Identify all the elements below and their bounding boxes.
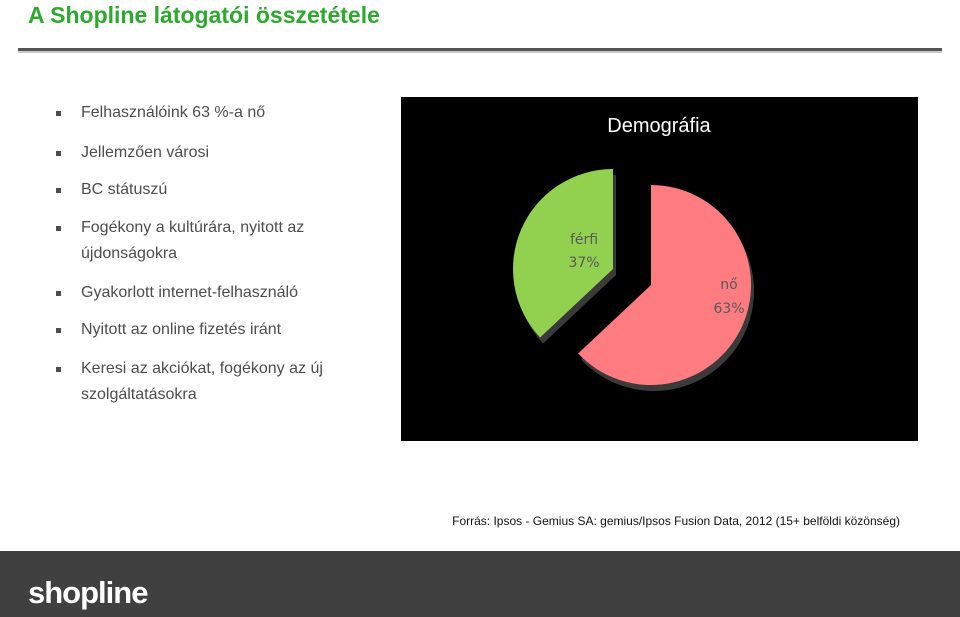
bullet-item: Jellemzően városi xyxy=(56,140,209,166)
pie-slice-ferfi xyxy=(513,169,613,338)
bullet-text: Felhasználóink 63 %-a nő xyxy=(81,104,266,121)
bullet-item: Nyitott az online fizetés iránt xyxy=(56,317,381,343)
bullet-item: Felhasználóink 63 %-a nő xyxy=(56,100,265,126)
bullet-text: Jellemzően városi xyxy=(81,144,210,161)
bullet-text: Gyakorlott internet-felhasználó xyxy=(81,284,298,301)
bullet-square-icon xyxy=(56,111,61,116)
source-note: Forrás: Ipsos - Gemius SA: gemius/Ipsos … xyxy=(452,514,900,528)
shopline-logo: shopline xyxy=(28,575,148,610)
bullet-square-icon xyxy=(56,291,61,296)
title-divider xyxy=(18,48,942,51)
bullet-text: Nyitott az online fizetés iránt xyxy=(81,321,282,338)
pie-slice-no xyxy=(578,185,752,385)
bullet-square-icon xyxy=(56,151,61,156)
bullet-text: BC státuszú xyxy=(81,181,168,198)
bullet-text: Keresi az akciókat, fogékony az új szolg… xyxy=(81,360,323,403)
bullet-item: Fogékony a kultúrára, nyitott az újdonsá… xyxy=(56,215,351,267)
bullet-item: Keresi az akciókat, fogékony az új szolg… xyxy=(56,356,381,408)
footer-bar: shopline xyxy=(0,551,960,617)
bullet-item: Gyakorlott internet-felhasználó xyxy=(56,280,381,306)
bullet-item: BC státuszú xyxy=(56,177,167,203)
pie-chart-svg: Demográfia férfi 37% nő 63% xyxy=(513,115,755,392)
slice-label: nő xyxy=(720,277,737,293)
slice-value-label: 63% xyxy=(713,301,744,317)
bullet-square-icon xyxy=(56,367,61,372)
slice-value-label: 37% xyxy=(568,255,599,271)
slide-title: A Shopline látogatói összetétele xyxy=(28,2,380,28)
bullet-text: Fogékony a kultúrára, nyitott az újdonsá… xyxy=(81,219,305,262)
slice-label: férfi xyxy=(570,232,598,248)
title-divider-shadow xyxy=(18,51,942,53)
chart-title: Demográfia xyxy=(607,115,711,137)
pie-chart: Demográfia férfi 37% nő 63% xyxy=(401,97,918,441)
bullet-square-icon xyxy=(56,328,61,333)
bullet-square-icon xyxy=(56,226,61,231)
bullet-square-icon xyxy=(56,188,61,193)
